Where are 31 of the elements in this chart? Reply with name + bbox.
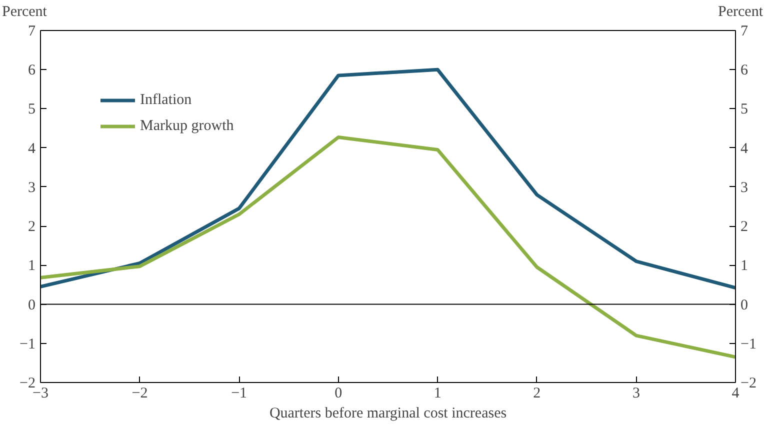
legend-label: Markup growth: [140, 118, 234, 134]
y-tick-label: 4: [28, 140, 36, 157]
y2-tick-label: 2: [740, 219, 748, 236]
x-tick-label: −2: [132, 386, 148, 402]
y2-axis-title: Percent: [718, 3, 763, 22]
y2-tick-label: 5: [740, 102, 748, 118]
y-tick-label: 0: [28, 297, 36, 314]
x-tick-label: −1: [231, 386, 248, 402]
y-tick-label: 6: [28, 62, 36, 79]
y2-tick-label: −1: [740, 336, 756, 352]
x-tick-label: 3: [632, 386, 640, 402]
y-axis-title: Percent: [2, 3, 47, 22]
x-axis-title: Quarters before marginal cost increases: [269, 406, 507, 422]
y-tick-label: 5: [28, 102, 36, 118]
y2-tick-label: 3: [740, 180, 748, 196]
y-tick-label: 1: [28, 258, 36, 274]
y-tick-label: 2: [28, 219, 36, 236]
y-tick-label: −1: [20, 336, 36, 352]
y2-tick-label: −2: [740, 376, 756, 392]
x-tick-label: 4: [732, 386, 740, 402]
x-tick-label: 1: [434, 386, 442, 402]
y2-tick-label: 4: [740, 140, 748, 157]
y-tick-label: 3: [28, 180, 36, 196]
y2-tick-label: 7: [740, 24, 748, 40]
x-tick-label: 2: [533, 386, 541, 402]
y2-tick-label: 6: [740, 62, 748, 79]
y2-tick-label: 1: [740, 258, 748, 274]
y-tick-label: 7: [28, 24, 36, 40]
y2-tick-label: 0: [740, 297, 748, 314]
legend-label: Inflation: [140, 92, 192, 108]
x-tick-label: 0: [334, 386, 342, 402]
